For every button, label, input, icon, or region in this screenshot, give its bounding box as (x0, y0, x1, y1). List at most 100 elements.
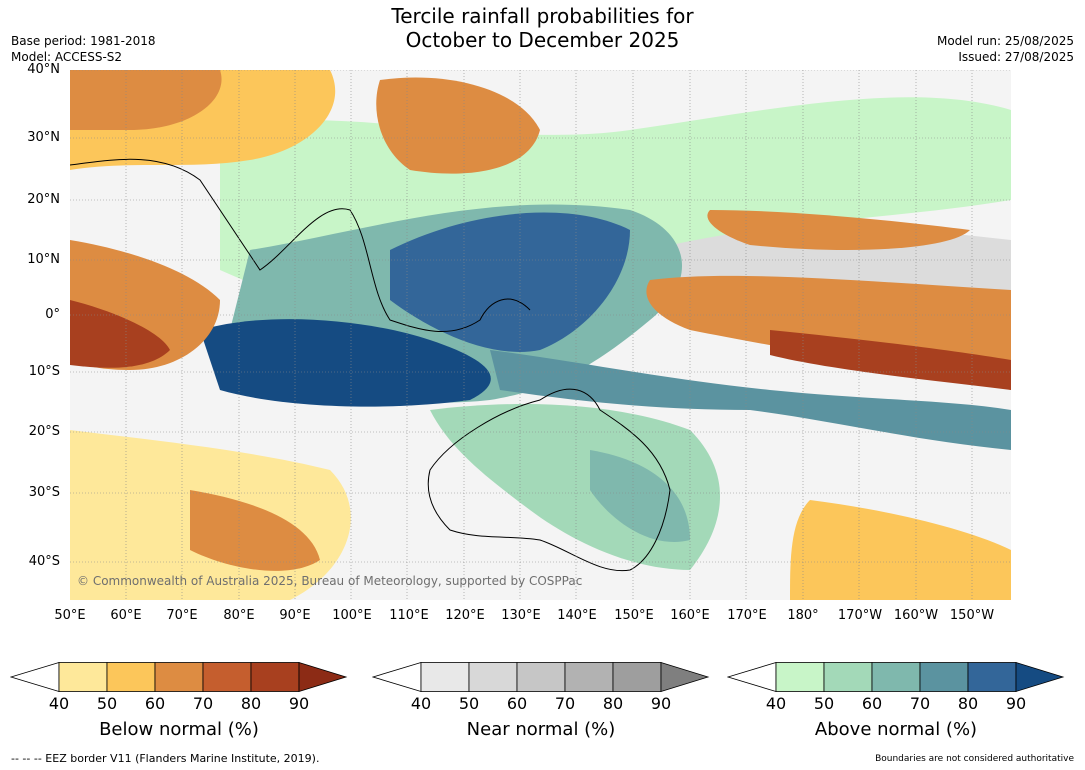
colorbar-swatch (775, 662, 825, 692)
colorbar-swatch (106, 662, 156, 692)
above-tick: 90 (1005, 694, 1027, 713)
lat-label: 30°S (28, 485, 60, 500)
map-title: Tercile rainfall probabilities for Octob… (0, 4, 1085, 52)
lon-label: 110°E (389, 608, 429, 623)
above-tick: 40 (765, 694, 787, 713)
lon-label: 170°E (727, 608, 767, 623)
below-normal-north-pacific (707, 210, 970, 250)
lon-label: 60°E (110, 608, 142, 623)
colorbar-swatch (967, 662, 1017, 692)
below-normal-title: Below normal (%) (99, 719, 259, 740)
below-normal-pacific-core (770, 330, 1011, 390)
asia-coastline (70, 158, 531, 333)
colorbar-extend-low (372, 662, 422, 692)
below-tick: 40 (48, 694, 70, 713)
above-tick: 70 (909, 694, 931, 713)
copyright-notice: © Commonwealth of Australia 2025, Bureau… (77, 574, 583, 588)
lon-label: 150°W (949, 608, 995, 623)
lon-label: 160°W (893, 608, 939, 623)
below-normal-asia-core (70, 70, 222, 130)
below-normal-south-pacific (790, 500, 1011, 600)
colorbar-swatch (250, 662, 300, 692)
lon-label: 70°E (166, 608, 198, 623)
colorbar-swatch (612, 662, 662, 692)
lon-label: 120°E (445, 608, 485, 623)
above-normal-spcz (490, 350, 1011, 450)
lon-label: 90°E (279, 608, 311, 623)
near-tick: 90 (650, 694, 672, 713)
above-normal-core-north (390, 212, 630, 352)
below-tick: 70 (192, 694, 214, 713)
near-normal-swatches (372, 662, 710, 692)
near-tick: 40 (410, 694, 432, 713)
below-normal-colorbar (10, 662, 348, 692)
lon-label: 180° (787, 608, 819, 623)
above-normal-title: Above normal (%) (814, 719, 978, 740)
below-normal-china (376, 77, 540, 174)
lon-label: 170°W (837, 608, 883, 623)
colorbar-swatch (154, 662, 204, 692)
colorbar-swatch (871, 662, 921, 692)
lon-label: 50°E (54, 608, 86, 623)
colorbar-extend-low (10, 662, 60, 692)
base-period: Base period: 1981-2018 (11, 34, 156, 48)
colorbar-swatch (420, 662, 470, 692)
eez-note: -- -- -- EEZ border V11 (Flanders Marine… (11, 752, 320, 765)
above-tick: 50 (813, 694, 835, 713)
above-normal-core-io (200, 319, 491, 407)
above-normal-east-aus (590, 450, 690, 542)
colorbar-swatch (823, 662, 873, 692)
below-normal-south-io-core (190, 490, 320, 571)
model-run: Model run: 25/08/2025 (936, 34, 1074, 48)
lat-label: 10°N (27, 252, 60, 267)
lat-label: 0° (45, 307, 60, 322)
lat-label: 40°S (28, 554, 60, 569)
near-normal-title: Near normal (%) (466, 719, 616, 740)
lat-label: 20°S (28, 424, 60, 439)
colorbar-swatch (516, 662, 566, 692)
lat-label: 40°N (27, 62, 60, 77)
colorbar-swatch (564, 662, 614, 692)
below-normal-west-io-core (70, 300, 170, 368)
title-line-2: October to December 2025 (405, 28, 680, 52)
below-tick: 90 (288, 694, 310, 713)
lon-label: 160°E (670, 608, 710, 623)
near-tick: 70 (554, 694, 576, 713)
near-tick: 60 (506, 694, 528, 713)
colorbar-extend-high (1015, 662, 1065, 692)
near-normal-colorbar (372, 662, 710, 692)
above-tick: 80 (957, 694, 979, 713)
near-tick: 50 (458, 694, 480, 713)
below-normal-swatches (10, 662, 348, 692)
below-tick: 80 (240, 694, 262, 713)
colorbar-extend-high (298, 662, 348, 692)
lon-label: 150°E (614, 608, 654, 623)
boundary-disclaimer: Boundaries are not considered authoritat… (875, 754, 1074, 764)
near-tick: 80 (602, 694, 624, 713)
title-line-1: Tercile rainfall probabilities for (391, 4, 694, 28)
lat-label: 20°N (27, 192, 60, 207)
colorbar-swatch (919, 662, 969, 692)
below-tick: 50 (96, 694, 118, 713)
colorbar-extend-low (727, 662, 777, 692)
australia-outline (427, 388, 671, 572)
meta-left: Base period: 1981-2018 Model: ACCESS-S2 (11, 33, 156, 65)
graticule (70, 70, 1011, 600)
lat-label: 30°N (27, 130, 60, 145)
colorbar-swatch (468, 662, 518, 692)
colorbar-extend-high (660, 662, 710, 692)
colorbar-swatch (202, 662, 252, 692)
colorbar-swatch (58, 662, 108, 692)
below-tick: 60 (144, 694, 166, 713)
rainfall-map[interactable] (70, 70, 1011, 600)
above-normal-swatches (727, 662, 1065, 692)
lon-label: 130°E (501, 608, 541, 623)
map-canvas (70, 70, 1011, 600)
lon-label: 100°E (332, 608, 372, 623)
issued-date: Issued: 27/08/2025 (958, 50, 1074, 64)
lon-label: 140°E (557, 608, 597, 623)
model-name: Model: ACCESS-S2 (11, 50, 123, 64)
meta-right: Model run: 25/08/2025 Issued: 27/08/2025 (937, 33, 1074, 65)
lat-label: 10°S (28, 364, 60, 379)
lon-label: 80°E (223, 608, 255, 623)
